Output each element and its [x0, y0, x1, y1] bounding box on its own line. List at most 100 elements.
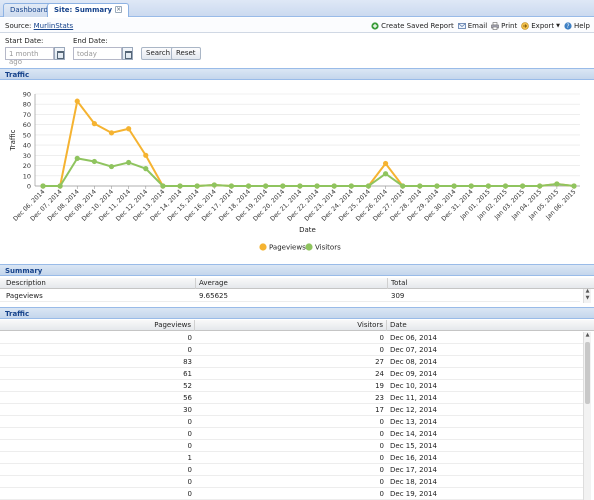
table-row[interactable]: 0 0 Dec 15, 2014 [0, 440, 583, 452]
data-point-visitors [245, 183, 252, 189]
traffic-header-pageviews[interactable]: Pageviews [3, 320, 195, 331]
summary-panel-title: Summary [0, 264, 594, 276]
table-cell-date: Dec 12, 2014 [390, 406, 437, 414]
table-cell-date: Dec 18, 2014 [390, 478, 437, 486]
table-cell-visitors: 17 [375, 406, 384, 414]
data-point-visitors [280, 183, 286, 189]
data-point-visitors [177, 183, 183, 189]
table-cell-visitors: 0 [379, 454, 384, 462]
data-point-visitors [468, 183, 474, 189]
tab-dashboard-label: Dashboard [10, 6, 48, 14]
table-row[interactable]: 0 0 Dec 14, 2014 [0, 428, 583, 440]
summary-grid: Description Average Total Pageviews 9.65… [0, 278, 594, 305]
table-row[interactable]: 0 0 Dec 13, 2014 [0, 416, 583, 428]
summary-header-description[interactable]: Description [3, 278, 196, 289]
data-point-visitors [211, 182, 217, 188]
scroll-up-icon[interactable]: ▲ [585, 288, 590, 294]
data-point-pageviews [382, 160, 389, 167]
summary-cell-description: Pageviews [6, 292, 43, 300]
data-point-visitors [331, 183, 337, 189]
data-point-visitors [502, 183, 509, 189]
scroll-thumb[interactable] [585, 342, 590, 404]
print-label: Print [501, 21, 518, 30]
data-point-visitors [57, 183, 63, 189]
traffic-header-date[interactable]: Date [390, 321, 407, 329]
table-row[interactable]: 30 17 Dec 12, 2014 [0, 404, 583, 416]
summary-cell-average: 9.65625 [199, 292, 228, 300]
search-button[interactable]: Search [141, 47, 176, 60]
y-tick-label: 60 [23, 121, 31, 129]
add-icon [371, 21, 379, 30]
y-tick-label: 50 [23, 131, 31, 139]
table-row[interactable]: 0 0 Dec 17, 2014 [0, 464, 583, 476]
chart-panel-title: Traffic [0, 68, 594, 80]
end-calendar-icon[interactable] [122, 47, 133, 60]
reset-button[interactable]: Reset [171, 47, 201, 60]
summary-header-average[interactable]: Average [196, 278, 388, 289]
table-cell-visitors: 0 [379, 490, 384, 498]
y-tick-label: 20 [23, 162, 31, 170]
table-row[interactable]: 83 27 Dec 08, 2014 [0, 356, 583, 368]
table-row[interactable]: 0 0 Dec 06, 2014 [0, 332, 583, 344]
start-date-label: Start Date: [5, 37, 44, 45]
table-cell-date: Dec 09, 2014 [390, 370, 437, 378]
data-point-visitors [365, 183, 372, 189]
data-point-pageviews [143, 152, 149, 158]
end-date-input[interactable]: today [73, 47, 122, 60]
data-point-visitors [314, 183, 320, 189]
summary-scrollbar[interactable]: ▲ ▼ [583, 289, 591, 303]
table-row[interactable]: 0 0 Dec 07, 2014 [0, 344, 583, 356]
scroll-down-icon[interactable]: ▼ [585, 295, 590, 301]
date-filter: Start Date: 1 month ago End Date: today … [0, 34, 594, 68]
table-cell-pageviews: 0 [187, 346, 192, 354]
traffic-scrollbar[interactable]: ▲ [583, 332, 591, 500]
help-button[interactable]: ? Help [564, 20, 590, 31]
series-line-visitors [43, 157, 575, 187]
table-cell-pageviews: 56 [183, 394, 192, 402]
export-label: Export [531, 21, 555, 30]
table-cell-visitors: 27 [375, 358, 384, 366]
table-cell-date: Dec 08, 2014 [390, 358, 437, 366]
traffic-table: Pageviews Visitors Date 0 0 Dec 06, 2014 0 0… [0, 319, 594, 500]
y-axis-title: Traffic [9, 129, 17, 151]
table-row[interactable]: 0 0 Dec 18, 2014 [0, 476, 583, 488]
email-button[interactable]: Email [457, 20, 487, 31]
data-point-visitors [160, 183, 166, 189]
data-point-visitors [263, 183, 269, 189]
data-point-visitors [143, 166, 149, 172]
start-calendar-icon[interactable] [54, 47, 65, 60]
table-row[interactable]: 52 19 Dec 10, 2014 [0, 380, 583, 392]
y-tick-label: 10 [23, 172, 31, 180]
table-cell-visitors: 0 [379, 334, 384, 342]
create-saved-report-button[interactable]: Create Saved Report [371, 20, 454, 31]
source-link[interactable]: MurlinStats [33, 22, 74, 30]
table-cell-visitors: 23 [375, 394, 384, 402]
table-cell-pageviews: 0 [187, 442, 192, 450]
summary-row[interactable]: Pageviews 9.65625 309 [0, 290, 580, 302]
svg-text:?: ? [566, 23, 569, 30]
traffic-header-visitors[interactable]: Visitors [195, 320, 387, 331]
table-row[interactable]: 56 23 Dec 11, 2014 [0, 392, 583, 404]
data-point-visitors [74, 155, 80, 161]
scroll-up-icon[interactable]: ▲ [585, 332, 590, 338]
y-tick-label: 80 [23, 101, 31, 109]
table-row[interactable]: 61 24 Dec 09, 2014 [0, 368, 583, 380]
y-tick-label: 90 [23, 91, 31, 99]
print-button[interactable]: Print [491, 20, 517, 31]
legend-marker-visitors [305, 243, 313, 251]
summary-header-total[interactable]: Total [391, 279, 408, 287]
y-tick-label: 0 [27, 183, 31, 191]
table-row[interactable]: 1 0 Dec 16, 2014 [0, 452, 583, 464]
chevron-down-icon: ▼ [556, 22, 561, 29]
data-point-visitors [126, 159, 132, 166]
table-cell-pageviews: 1 [187, 454, 192, 462]
data-point-pageviews [126, 126, 132, 132]
close-icon[interactable]: × [115, 6, 123, 13]
start-date-input[interactable]: 1 month ago [5, 47, 54, 66]
export-button[interactable]: Export ▼ [521, 20, 560, 31]
table-cell-pageviews: 0 [187, 418, 192, 426]
tab-site-summary[interactable]: Site: Summary × [47, 3, 130, 17]
table-row[interactable]: 0 0 Dec 19, 2014 [0, 488, 583, 500]
data-point-pageviews [91, 121, 97, 127]
data-point-visitors [417, 183, 423, 189]
